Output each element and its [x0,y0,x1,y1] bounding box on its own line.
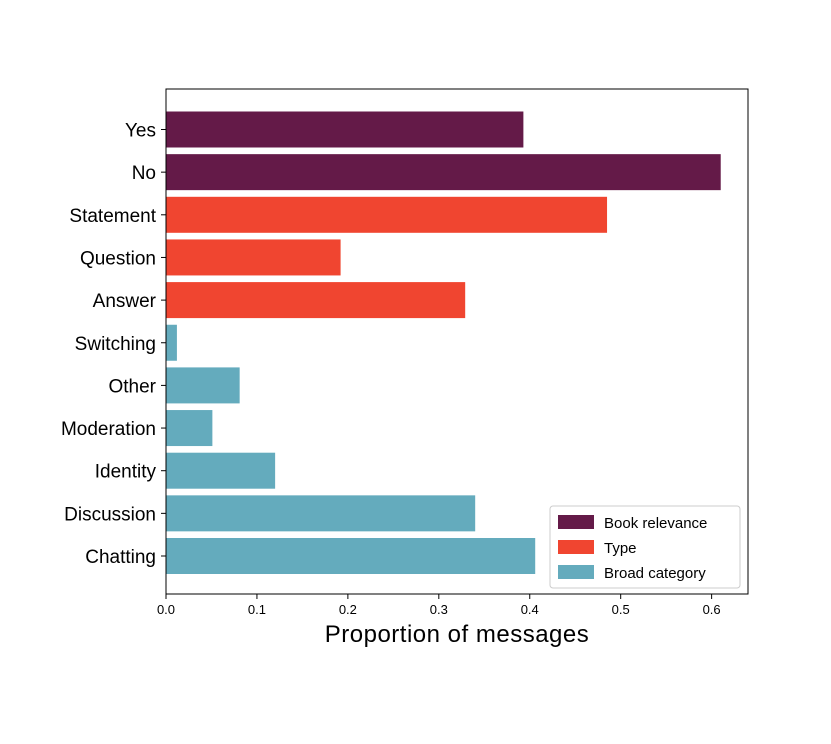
legend-swatch [558,565,594,579]
x-tick-label: 0.4 [521,602,539,617]
bar-identity [166,452,276,489]
x-tick-label: 0.1 [248,602,266,617]
legend-label: Type [604,540,637,557]
bar-no [166,154,721,191]
bar-yes [166,111,524,148]
plot-frame [165,88,749,595]
x-axis-title: Proportion of messages [325,621,589,648]
x-tick-label: 0.5 [612,602,630,617]
y-tick-label-chatting: Chatting [85,547,156,568]
bar-discussion [166,495,476,532]
y-tick-label-yes: Yes [125,121,156,142]
x-tick-label: 0.2 [339,602,357,617]
y-tick-label-identity: Identity [95,462,157,483]
bar-other [166,367,240,404]
bars-group [166,111,721,574]
bar-question [166,239,341,276]
x-tick-label: 0.6 [703,602,721,617]
legend-swatch [558,515,594,529]
y-tick-label-switching: Switching [75,334,156,355]
legend-label: Book relevance [604,515,707,532]
x-tick-label: 0.3 [430,602,448,617]
y-axis-ticks: Yes No Statement Question Answer Switching Oth… [61,121,166,568]
y-tick-label-statement: Statement [69,206,156,227]
y-tick-label-discussion: Discussion [64,504,156,525]
legend-label: Broad category [604,565,706,582]
legend-swatch [558,540,594,554]
bar-switching [166,324,177,361]
legend-box [549,505,741,589]
bar-answer [166,282,466,319]
y-tick-label-other: Other [108,376,156,397]
bar-statement [166,196,608,233]
bar-chatting [166,538,536,574]
y-tick-label-answer: Answer [93,291,157,312]
y-tick-label-no: No [132,163,156,184]
x-tick-label: 0.0 [157,602,175,617]
y-tick-label-question: Question [80,248,156,269]
x-axis-ticks: 0.0 0.1 0.2 0.3 0.4 0.5 0.6 [157,594,721,617]
y-tick-label-moderation: Moderation [61,419,156,440]
legend: Book relevance Type Broad category [549,505,741,589]
bar-moderation [166,410,213,447]
